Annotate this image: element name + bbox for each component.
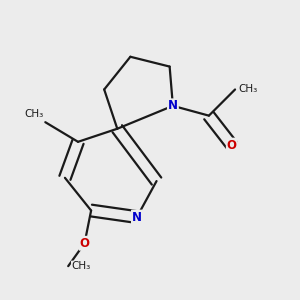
Text: N: N [168,99,178,112]
Text: CH₃: CH₃ [238,85,258,94]
Text: O: O [227,139,237,152]
Text: CH₃: CH₃ [71,261,91,271]
Text: CH₃: CH₃ [24,109,44,119]
Text: N: N [132,211,142,224]
Text: O: O [80,237,90,250]
